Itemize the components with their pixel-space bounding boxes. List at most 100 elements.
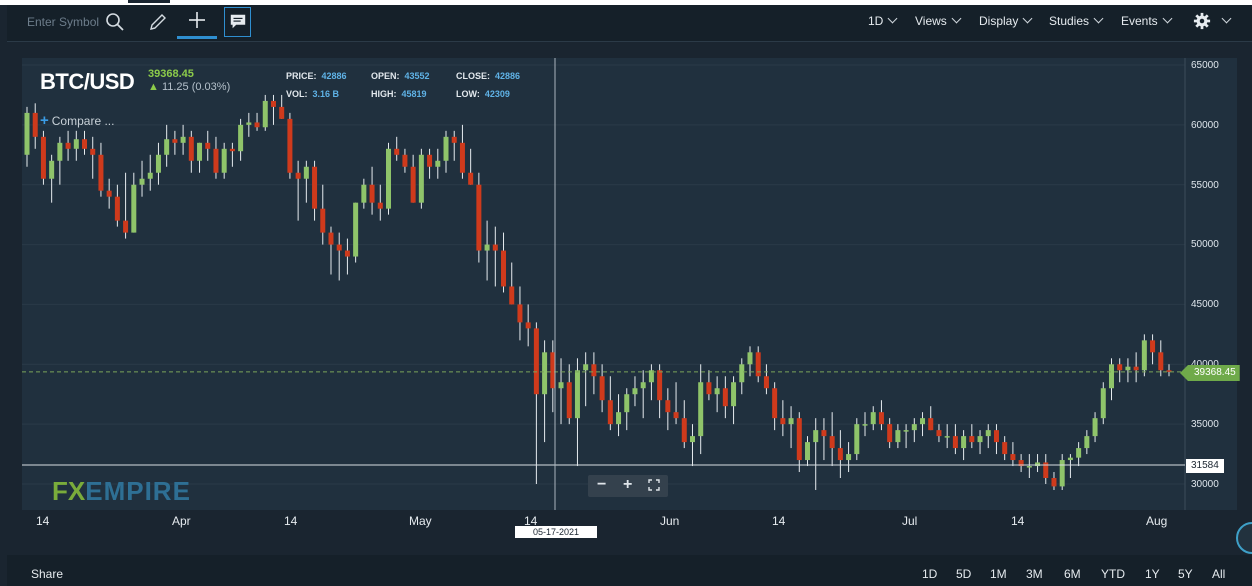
candle[interactable] — [969, 424, 975, 449]
range-button[interactable]: 5D — [956, 567, 972, 581]
candle[interactable] — [1002, 436, 1008, 461]
candle[interactable] — [418, 148, 424, 209]
candle[interactable] — [90, 136, 96, 179]
candle[interactable] — [443, 130, 449, 173]
candlestick-chart[interactable] — [22, 58, 1237, 510]
candle[interactable] — [739, 358, 745, 395]
candle[interactable] — [517, 286, 523, 341]
candle[interactable] — [1108, 358, 1114, 401]
candle[interactable] — [854, 418, 860, 461]
candle[interactable] — [772, 382, 778, 431]
candle[interactable] — [57, 136, 63, 185]
candle[interactable] — [246, 112, 252, 137]
candle[interactable] — [336, 232, 342, 281]
range-button[interactable]: 1Y — [1145, 567, 1160, 581]
candle[interactable] — [928, 406, 934, 431]
candle[interactable] — [1125, 358, 1131, 383]
candle[interactable] — [287, 112, 293, 179]
candle[interactable] — [312, 160, 318, 221]
zoom-in-button[interactable]: + — [623, 476, 633, 493]
candle[interactable] — [1059, 454, 1065, 490]
candle[interactable] — [221, 142, 227, 179]
candle[interactable] — [188, 130, 194, 173]
menu-display[interactable]: Display — [979, 13, 1033, 28]
candle[interactable] — [1150, 334, 1156, 365]
candle[interactable] — [961, 430, 967, 461]
candle[interactable] — [270, 94, 276, 125]
candle[interactable] — [295, 160, 301, 221]
candle[interactable] — [887, 418, 893, 449]
candle[interactable] — [698, 364, 704, 455]
candle[interactable] — [155, 142, 161, 185]
candle[interactable] — [394, 136, 400, 161]
candle[interactable] — [73, 130, 79, 161]
candle[interactable] — [501, 232, 507, 293]
candle[interactable] — [714, 376, 720, 413]
candle[interactable] — [427, 148, 433, 179]
candle[interactable] — [40, 130, 46, 185]
candle[interactable] — [468, 148, 474, 185]
candle[interactable] — [435, 148, 441, 179]
candle[interactable] — [303, 160, 309, 203]
candle[interactable] — [172, 130, 178, 155]
candle[interactable] — [936, 424, 942, 443]
candle[interactable] — [24, 106, 30, 167]
gear-icon[interactable] — [1193, 12, 1211, 30]
candle[interactable] — [903, 424, 909, 449]
menu-views[interactable]: Views — [915, 13, 962, 28]
candle[interactable] — [1117, 358, 1123, 383]
candle[interactable] — [533, 322, 539, 484]
candle[interactable] — [139, 160, 145, 197]
candle[interactable] — [566, 364, 572, 425]
candle[interactable] — [320, 184, 326, 245]
candle[interactable] — [657, 364, 663, 419]
candle[interactable] — [722, 376, 728, 419]
candle[interactable] — [180, 124, 186, 155]
candle[interactable] — [829, 412, 835, 467]
menu-events[interactable]: Events — [1121, 13, 1173, 28]
candle[interactable] — [509, 262, 515, 305]
candle[interactable] — [114, 184, 120, 227]
candle[interactable] — [1035, 454, 1041, 473]
candle[interactable] — [920, 412, 926, 437]
candle[interactable] — [624, 388, 630, 431]
candle[interactable] — [402, 148, 408, 173]
candle[interactable] — [944, 424, 950, 449]
candle[interactable] — [197, 142, 203, 173]
share-button[interactable]: Share — [31, 567, 64, 581]
candle[interactable] — [65, 130, 71, 161]
candle[interactable] — [492, 226, 498, 287]
candle[interactable] — [328, 226, 334, 275]
candle[interactable] — [591, 352, 597, 395]
range-button[interactable]: 1D — [922, 567, 938, 581]
candle[interactable] — [788, 406, 794, 449]
candle[interactable] — [993, 424, 999, 455]
candle[interactable] — [763, 364, 769, 395]
menu-period[interactable]: 1D — [868, 13, 898, 28]
candle[interactable] — [846, 442, 852, 473]
candle[interactable] — [648, 364, 654, 401]
crosshair-tool[interactable] — [177, 5, 217, 39]
candle[interactable] — [796, 412, 802, 473]
candle[interactable] — [780, 400, 786, 437]
candle[interactable] — [1141, 334, 1147, 377]
candle[interactable] — [98, 142, 104, 197]
candle[interactable] — [484, 220, 490, 281]
symbol-search-input[interactable]: Enter Symbol — [27, 15, 100, 29]
candle[interactable] — [681, 400, 687, 449]
candle[interactable] — [665, 388, 671, 431]
candle[interactable] — [1076, 442, 1082, 467]
candle[interactable] — [1158, 340, 1164, 377]
menu-studies[interactable]: Studies — [1049, 13, 1104, 28]
candle[interactable] — [205, 130, 211, 161]
range-button[interactable]: All — [1212, 567, 1226, 581]
candle[interactable] — [1166, 364, 1172, 377]
candle[interactable] — [1092, 412, 1098, 443]
candle[interactable] — [131, 172, 137, 233]
candle[interactable] — [640, 370, 646, 419]
candle[interactable] — [1084, 430, 1090, 455]
candle[interactable] — [878, 400, 884, 431]
candle[interactable] — [813, 418, 819, 490]
candle[interactable] — [369, 166, 375, 215]
candle[interactable] — [821, 418, 827, 461]
